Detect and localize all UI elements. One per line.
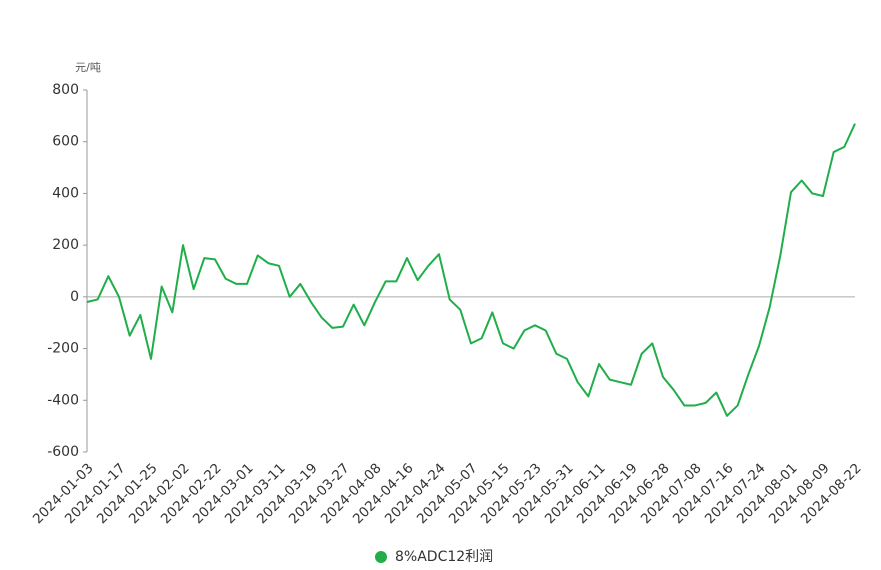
y-tick-label: 400 bbox=[52, 185, 79, 201]
y-tick-label: -400 bbox=[47, 392, 79, 408]
y-tick-label: 0 bbox=[70, 289, 79, 305]
y-tick-label: 800 bbox=[52, 82, 79, 98]
y-tick-label: -200 bbox=[47, 341, 79, 357]
y-axis-unit: 元/吨 bbox=[75, 61, 101, 74]
legend-label: 8%ADC12利润 bbox=[395, 549, 493, 565]
y-tick-label: 200 bbox=[52, 237, 79, 253]
y-tick-label: -600 bbox=[47, 444, 79, 460]
data-line bbox=[86, 123, 856, 417]
y-tick-label: 600 bbox=[52, 134, 79, 150]
legend-marker bbox=[375, 551, 387, 563]
